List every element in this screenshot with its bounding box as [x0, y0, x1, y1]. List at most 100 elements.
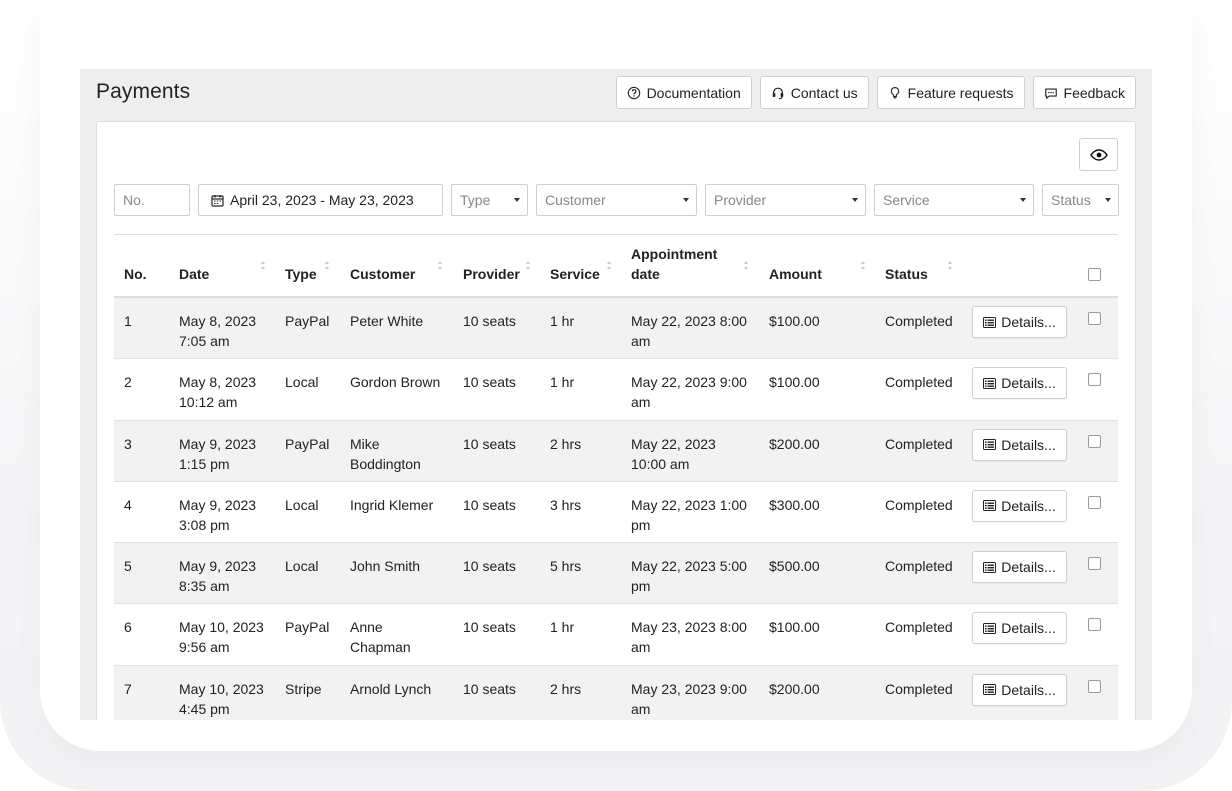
service-select[interactable]: Service	[874, 184, 1034, 216]
row-appointment-date: May 23, 2023 8:00 am	[631, 619, 747, 656]
table-row: 7 May 10, 2023 4:45 pm Stripe Arnold Lync…	[114, 665, 1118, 720]
headset-icon	[772, 87, 783, 99]
column-visibility-button[interactable]	[1079, 138, 1118, 171]
row-status: Completed	[885, 680, 953, 697]
sort-icon[interactable]	[948, 261, 954, 273]
status-select-value: Status	[1051, 192, 1091, 208]
status-select[interactable]: Status	[1042, 184, 1119, 216]
column-header-status[interactable]: Status	[885, 266, 928, 282]
feature-requests-button[interactable]: Feature requests	[876, 76, 1025, 109]
type-select[interactable]: Type	[451, 184, 528, 216]
column-header-provider[interactable]: Provider	[463, 266, 520, 282]
row-provider: 10 seats	[463, 313, 516, 329]
row-date: May 9, 2023 8:35 am	[179, 558, 257, 595]
table-body: 1 May 8, 2023 7:05 am PayPal Peter White …	[114, 298, 1118, 720]
list-icon	[983, 316, 997, 328]
row-checkbox[interactable]	[1088, 312, 1101, 325]
details-label: Details...	[1001, 681, 1056, 698]
feature-requests-label: Feature requests	[907, 84, 1014, 101]
list-icon	[983, 561, 997, 573]
select-all-checkbox[interactable]	[1088, 268, 1101, 281]
column-header-no[interactable]: No.	[124, 266, 147, 282]
row-type: Local	[285, 558, 319, 575]
table-row: 4 May 9, 2023 3:08 pm Local Ingrid Klemer…	[114, 481, 1118, 544]
details-label: Details...	[1001, 375, 1056, 392]
provider-select[interactable]: Provider	[705, 184, 866, 216]
details-button[interactable]: Details...	[972, 367, 1067, 400]
row-status: Completed	[885, 435, 953, 452]
sort-icon[interactable]	[261, 261, 267, 273]
details-button[interactable]: Details...	[972, 428, 1067, 461]
details-button[interactable]: Details...	[972, 306, 1067, 338]
row-status: Completed	[885, 313, 953, 329]
table-row: 5 May 9, 2023 8:35 am Local John Smith 10…	[114, 543, 1118, 605]
details-button[interactable]: Details...	[972, 489, 1067, 522]
row-appointment-date: May 22, 2023 9:00 am	[631, 374, 747, 411]
row-type: Stripe	[285, 680, 322, 697]
date-range-picker[interactable]: April 23, 2023 - May 23, 2023	[198, 184, 443, 216]
row-amount: $200.00	[769, 680, 820, 697]
chevron-down-icon	[683, 198, 689, 202]
details-button[interactable]: Details...	[972, 551, 1067, 584]
number-filter-input[interactable]: No.	[114, 184, 190, 216]
row-customer: John Smith	[350, 558, 421, 575]
row-service: 3 hrs	[550, 496, 582, 513]
sort-icon[interactable]	[861, 261, 867, 273]
appointment-header-line2: date	[631, 266, 660, 282]
row-checkbox[interactable]	[1088, 679, 1101, 693]
column-header-type[interactable]: Type	[285, 266, 317, 282]
row-provider: 10 seats	[463, 680, 516, 697]
chevron-down-icon	[1105, 198, 1111, 202]
chevron-down-icon	[514, 198, 520, 202]
customer-select[interactable]: Customer	[536, 184, 697, 216]
eye-icon	[1089, 148, 1108, 161]
table-row: 1 May 8, 2023 7:05 am PayPal Peter White …	[114, 298, 1118, 360]
row-appointment-date: May 22, 2023 1:00 pm	[631, 496, 747, 533]
row-customer: Peter White	[350, 313, 424, 329]
row-provider: 10 seats	[463, 558, 516, 575]
provider-select-value: Provider	[714, 192, 767, 208]
details-button[interactable]: Details...	[972, 673, 1067, 706]
details-button[interactable]: Details...	[972, 612, 1067, 645]
details-label: Details...	[1001, 620, 1056, 637]
sort-icon[interactable]	[438, 261, 444, 273]
row-checkbox[interactable]	[1088, 557, 1101, 571]
row-type: Local	[285, 374, 319, 391]
feedback-label: Feedback	[1063, 84, 1125, 101]
row-checkbox[interactable]	[1088, 434, 1101, 448]
documentation-button[interactable]: Documentation	[615, 76, 752, 109]
type-select-value: Type	[460, 192, 491, 208]
feedback-button[interactable]: Feedback	[1032, 76, 1136, 109]
contact-us-button[interactable]: Contact us	[759, 76, 869, 109]
row-checkbox[interactable]	[1088, 495, 1101, 509]
sort-icon[interactable]	[526, 261, 532, 273]
row-checkbox[interactable]	[1088, 373, 1101, 387]
row-number: 1	[124, 313, 132, 329]
row-number: 2	[124, 374, 132, 391]
row-status: Completed	[885, 558, 953, 575]
row-date: May 8, 2023 10:12 am	[179, 374, 257, 411]
sort-icon[interactable]	[744, 261, 750, 273]
row-date: May 10, 2023 9:56 am	[179, 619, 264, 656]
list-icon	[983, 622, 997, 634]
row-status: Completed	[885, 374, 953, 391]
row-amount: $500.00	[769, 558, 820, 575]
column-header-customer[interactable]: Customer	[350, 266, 416, 282]
details-label: Details...	[1001, 436, 1056, 453]
column-header-date[interactable]: Date	[179, 266, 210, 282]
row-customer: Arnold Lynch	[350, 680, 432, 697]
row-number: 4	[124, 496, 132, 513]
row-date: May 10, 2023 4:45 pm	[179, 680, 264, 717]
column-header-amount[interactable]: Amount	[769, 266, 822, 282]
list-icon	[983, 500, 997, 512]
chevron-down-icon	[1020, 198, 1026, 202]
row-checkbox[interactable]	[1088, 618, 1101, 632]
row-amount: $300.00	[769, 496, 820, 513]
row-amount: $100.00	[769, 313, 820, 329]
column-header-appointment-date[interactable]: Appointment date	[631, 244, 717, 284]
list-icon	[983, 684, 997, 696]
column-header-service[interactable]: Service	[550, 266, 600, 282]
sort-icon[interactable]	[325, 261, 331, 273]
row-type: PayPal	[285, 313, 330, 329]
sort-icon[interactable]	[607, 261, 613, 273]
